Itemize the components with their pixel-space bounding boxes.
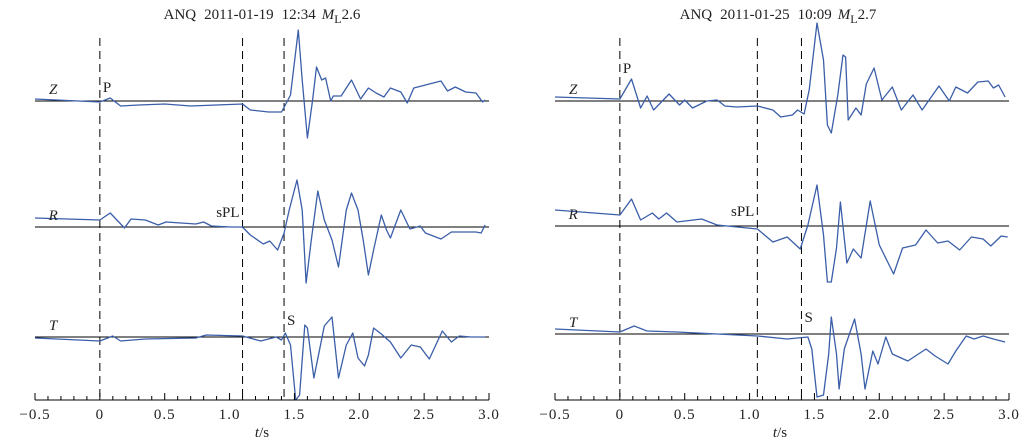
waveform-T xyxy=(554,316,1006,398)
phase-label: P xyxy=(103,80,111,96)
x-tick-label: 2.0 xyxy=(348,407,370,423)
waveform-R xyxy=(554,184,1008,283)
waveform-T xyxy=(34,316,486,401)
x-tick-label: 1.0 xyxy=(739,407,761,423)
phase-label: sPL xyxy=(731,204,754,220)
component-label: R xyxy=(48,208,58,224)
component-label: Z xyxy=(49,82,58,98)
x-tick-label: 3.0 xyxy=(998,407,1020,423)
x-tick-label: 2.5 xyxy=(933,407,955,423)
x-axis-label: t/s xyxy=(773,425,787,441)
phase-label: S xyxy=(287,313,295,329)
panel-title: ANQ 2011-01-19 12:34 ML2.6 xyxy=(164,7,361,26)
waveform-R xyxy=(34,179,486,284)
x-tick-label: 0.5 xyxy=(154,407,176,423)
x-tick-label: 1.0 xyxy=(219,407,241,423)
phase-label: S xyxy=(804,310,812,326)
phase-label: sPL xyxy=(216,205,239,221)
x-tick-label: 0 xyxy=(616,407,625,423)
x-tick-label: 0.5 xyxy=(674,407,696,423)
waveform-Z xyxy=(34,29,486,139)
x-tick-label: −0.5 xyxy=(19,407,50,423)
x-tick-label: 1.5 xyxy=(804,407,826,423)
x-tick-label: 3.0 xyxy=(478,407,500,423)
x-axis-label: t/s xyxy=(255,425,269,441)
component-label: T xyxy=(49,318,59,334)
waveform-Z xyxy=(554,22,1006,134)
x-tick-label: 2.0 xyxy=(868,407,890,423)
phase-label: P xyxy=(623,61,631,77)
x-tick-label: 1.5 xyxy=(284,407,306,423)
component-label: R xyxy=(568,207,578,223)
panel-title: ANQ 2011-01-25 10:09 ML2.7 xyxy=(680,7,877,26)
component-label: Z xyxy=(569,82,578,98)
x-tick-label: −0.5 xyxy=(539,407,570,423)
x-tick-label: 2.5 xyxy=(413,407,435,423)
x-tick-label: 0 xyxy=(96,407,105,423)
component-label: T xyxy=(569,315,579,331)
